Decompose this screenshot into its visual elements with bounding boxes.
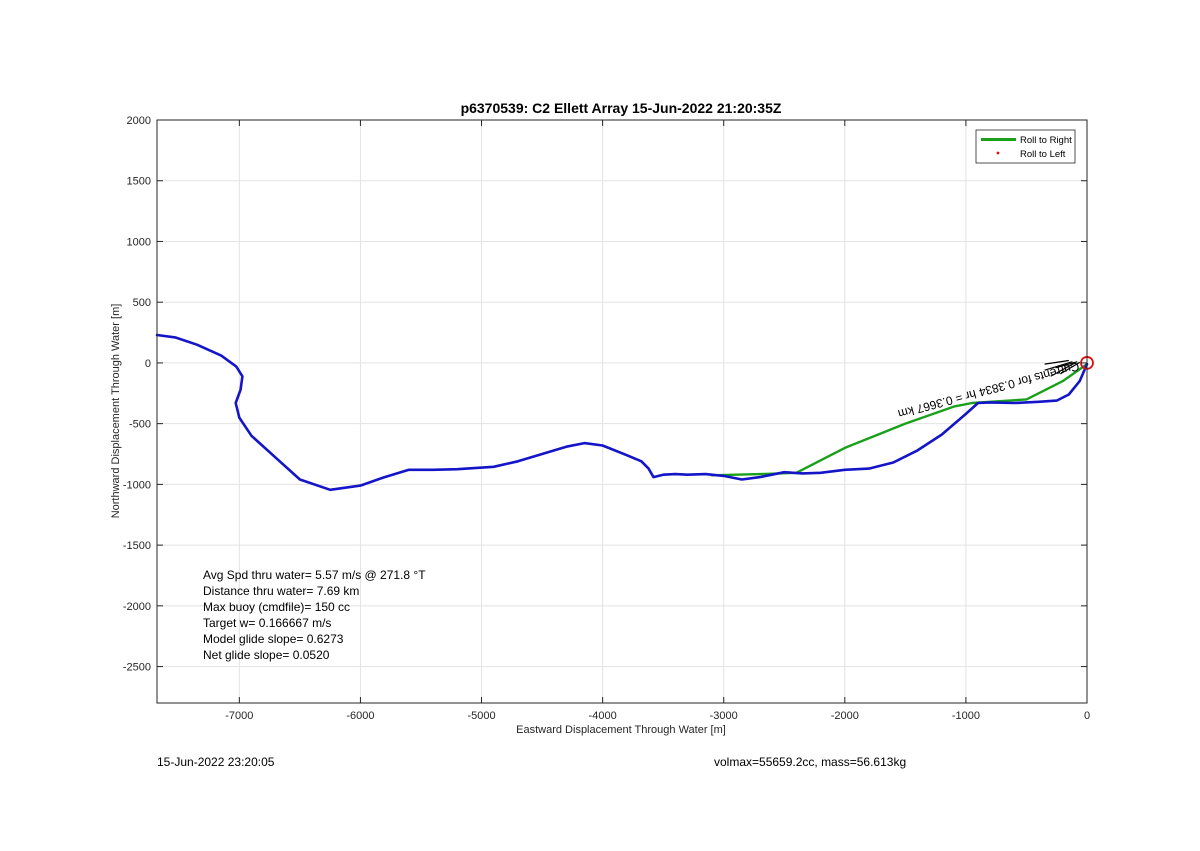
legend-label-roll-right: Roll to Right [1020,135,1072,146]
surface-current-vector [1060,361,1081,375]
x-tick-label: -2000 [831,710,859,722]
y-tick-label: 1000 [127,236,151,248]
x-axis-label: Eastward Displacement Through Water [m] [516,724,726,736]
surface-current-vector [1044,361,1073,371]
x-tick-label: -7000 [225,710,253,722]
y-tick-label: -1500 [123,540,151,552]
y-tick-label: 0 [145,358,151,370]
legend-box [975,129,1076,164]
x-axis-ticks: -7000 -6000 -5000 -4000 -3000 -2000 -1000 0 [225,120,1090,722]
stat-avg-speed: Avg Spd thru water= 5.57 m/s @ 271.8 °T [203,568,426,582]
y-tick-label: -500 [129,419,151,431]
chart-title: p6370539: C2 Ellett Array 15-Jun-2022 21… [461,100,782,116]
stats-block: Avg Spd thru water= 5.57 m/s @ 271.8 °T … [203,567,426,663]
footer-timestamp: 15-Jun-2022 23:20:05 [157,755,275,769]
stat-model-glide-slope: Model glide slope= 0.6273 [203,632,344,646]
y-tick-label: 1500 [127,176,151,188]
y-tick-label: -2000 [123,601,151,613]
y-axis-label: Northward Displacement Through Water [m] [110,304,122,519]
x-tick-label: -1000 [952,710,980,722]
x-tick-label: 0 [1084,710,1090,722]
surface-current-vector [1055,361,1078,369]
legend-swatch-roll-left [996,151,1000,155]
footer-volmax-mass: volmax=55659.2cc, mass=56.613kg [714,755,907,769]
plot-frame [156,119,1088,704]
y-tick-label: -1000 [123,479,151,491]
glider-track-line [155,333,1089,492]
legend: Roll to Right Roll to Left [975,129,1076,164]
legend-label-roll-left: Roll to Left [1020,149,1066,160]
stat-net-glide-slope: Net glide slope= 0.0520 [203,648,330,662]
surface-current-vector [1044,359,1069,365]
y-tick-label: 500 [133,297,151,309]
x-tick-label: -6000 [346,710,374,722]
x-tick-label: -5000 [467,710,495,722]
stat-max-buoy: Max buoy (cmdfile)= 150 cc [203,600,351,614]
stat-distance: Distance thru water= 7.69 km [203,584,360,598]
y-tick-label: -2500 [123,662,151,674]
x-tick-label: -4000 [589,710,617,722]
stat-target-w: Target w= 0.166667 m/s [203,616,332,630]
y-axis-ticks: -2500 -2000 -1500 -1000 -500 0 500 1000 1500 2000 [123,115,1087,674]
x-tick-label: -3000 [710,710,738,722]
surface-current-vector [1050,362,1076,377]
y-tick-label: 2000 [127,115,151,127]
